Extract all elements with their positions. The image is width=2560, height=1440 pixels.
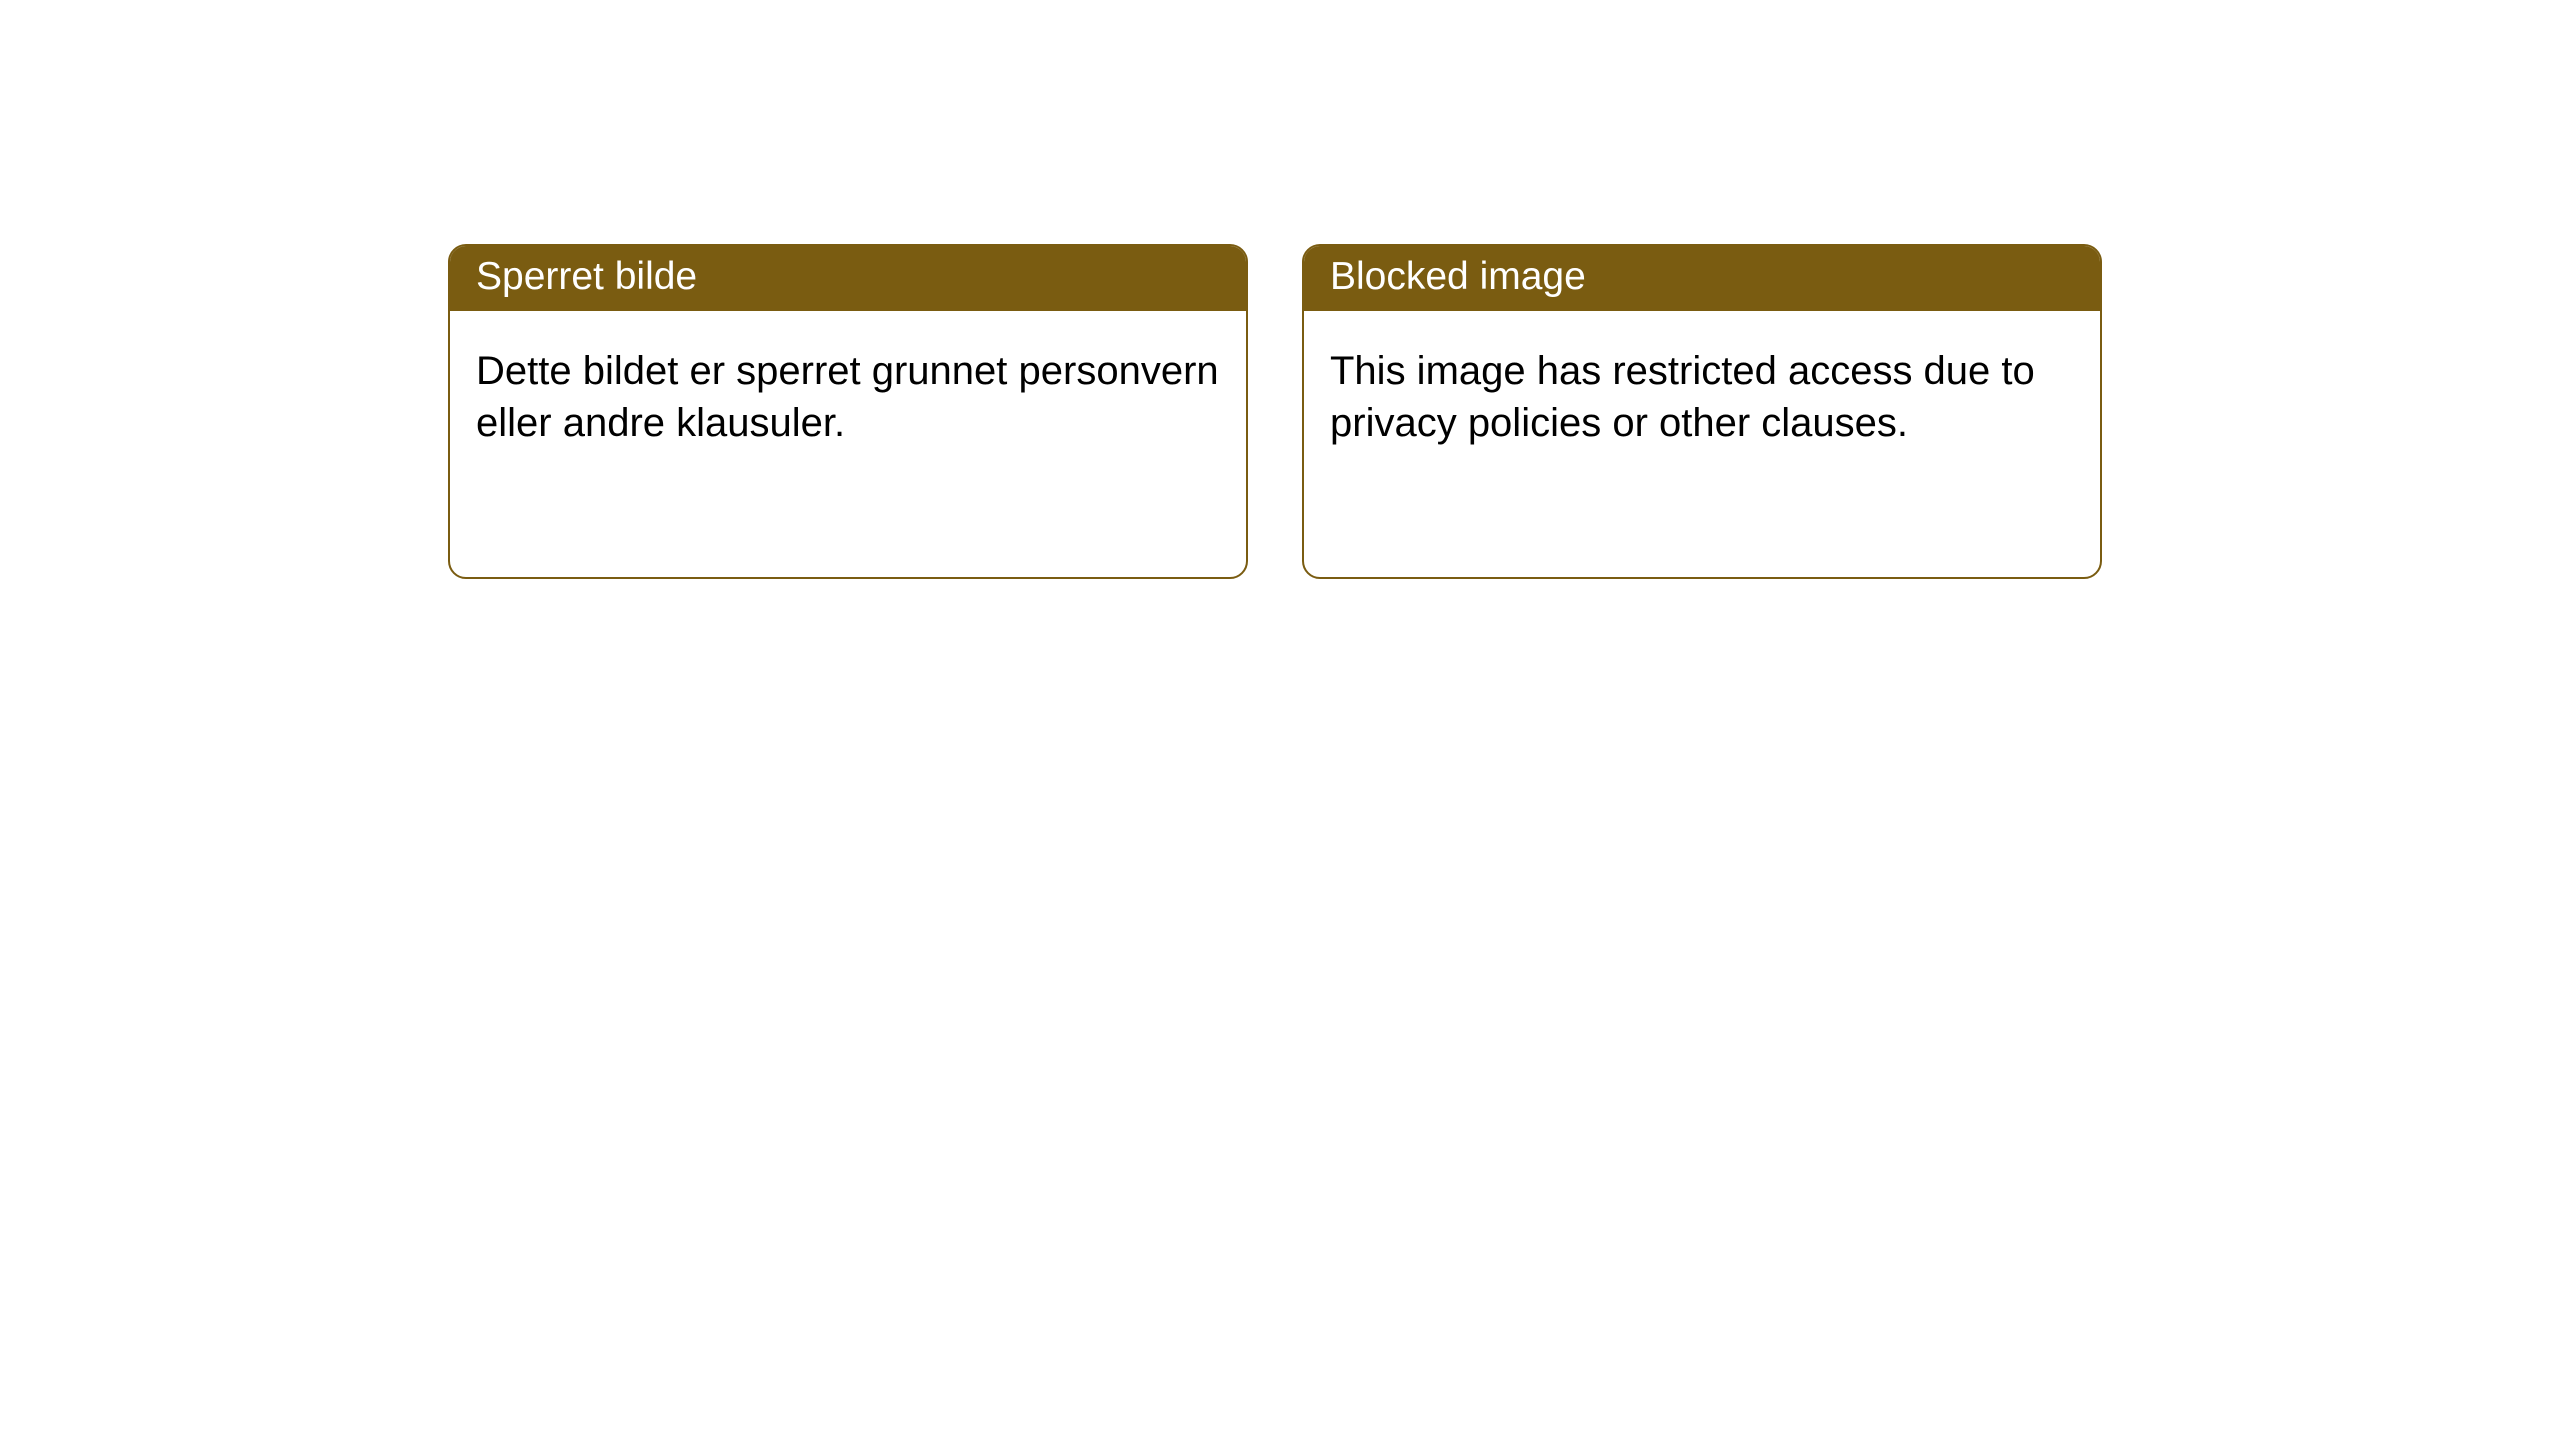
card-title: Sperret bilde	[450, 246, 1246, 311]
card-body-text: Dette bildet er sperret grunnet personve…	[450, 311, 1246, 475]
card-body-text: This image has restricted access due to …	[1304, 311, 2100, 475]
notice-container: Sperret bilde Dette bildet er sperret gr…	[0, 0, 2560, 579]
notice-card-norwegian: Sperret bilde Dette bildet er sperret gr…	[448, 244, 1248, 579]
card-title: Blocked image	[1304, 246, 2100, 311]
notice-card-english: Blocked image This image has restricted …	[1302, 244, 2102, 579]
